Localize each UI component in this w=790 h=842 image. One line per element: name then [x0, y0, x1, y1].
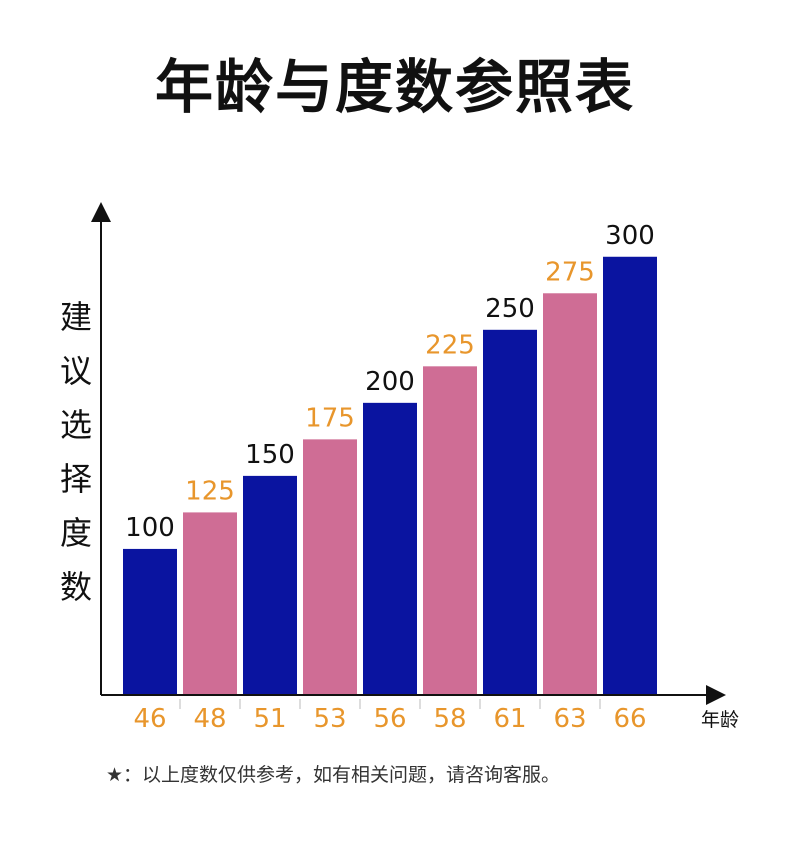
chart-title: 年龄与度数参照表	[154, 53, 635, 121]
bar-value-label: 225	[425, 330, 475, 360]
bar-61	[483, 329, 537, 695]
bar-value-label: 250	[485, 294, 535, 324]
footnote: ★：以上度数仅供参考，如有相关问题，请咨询客服。	[106, 764, 561, 786]
x-tick-label: 56	[373, 704, 406, 734]
y-axis-label: 建议选择度数	[59, 298, 92, 606]
x-tick-label: 66	[613, 704, 646, 734]
x-tick-label: 61	[493, 704, 526, 734]
bar-51	[243, 475, 297, 695]
x-tick-label: 51	[253, 704, 286, 734]
x-tick-label: 48	[193, 704, 226, 734]
bar-value-label: 200	[365, 367, 415, 397]
x-tick-label: 63	[553, 704, 586, 734]
bar-53	[303, 439, 357, 695]
bar-58	[423, 366, 477, 695]
x-tick-label: 53	[313, 704, 346, 734]
bar-value-label: 300	[605, 221, 655, 251]
bar-value-label: 275	[545, 257, 595, 287]
bar-66	[603, 256, 657, 695]
bar-value-label: 175	[305, 403, 355, 433]
bar-48	[183, 512, 237, 695]
x-tick-label: 46	[133, 704, 166, 734]
bar-value-label: 150	[245, 440, 295, 470]
bar-value-label: 125	[185, 476, 235, 506]
bar-56	[363, 402, 417, 695]
bar-46	[123, 548, 177, 695]
bar-value-label: 100	[125, 513, 175, 543]
x-axis-label: 年龄	[701, 709, 739, 731]
x-tick-label: 58	[433, 704, 466, 734]
bar-63	[543, 293, 597, 695]
